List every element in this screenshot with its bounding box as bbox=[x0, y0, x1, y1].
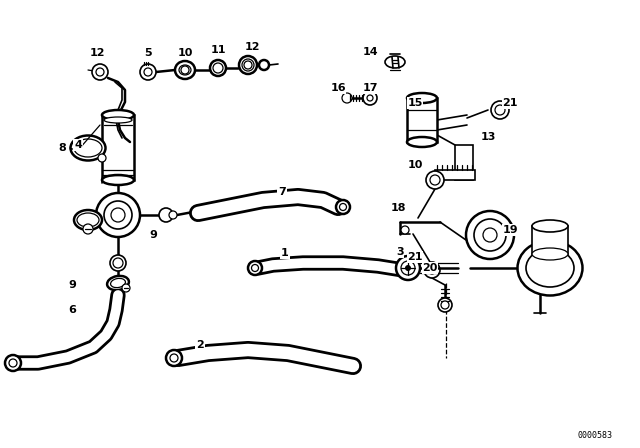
Text: 3: 3 bbox=[396, 247, 404, 257]
Ellipse shape bbox=[74, 139, 102, 157]
Text: 7: 7 bbox=[278, 187, 286, 197]
Text: 17: 17 bbox=[362, 83, 378, 93]
Ellipse shape bbox=[259, 60, 269, 70]
Ellipse shape bbox=[248, 261, 262, 275]
Circle shape bbox=[495, 105, 505, 115]
Text: 21: 21 bbox=[407, 252, 423, 262]
Ellipse shape bbox=[339, 203, 346, 211]
Text: 9: 9 bbox=[149, 230, 157, 240]
Circle shape bbox=[426, 171, 444, 189]
Ellipse shape bbox=[518, 241, 582, 296]
Circle shape bbox=[405, 265, 411, 271]
Ellipse shape bbox=[104, 117, 132, 123]
Ellipse shape bbox=[5, 355, 21, 371]
Text: 4: 4 bbox=[74, 140, 82, 150]
Circle shape bbox=[113, 258, 123, 268]
Ellipse shape bbox=[239, 56, 257, 74]
Text: 10: 10 bbox=[407, 160, 422, 170]
Ellipse shape bbox=[336, 200, 350, 214]
Text: 9: 9 bbox=[68, 280, 76, 290]
Circle shape bbox=[401, 226, 409, 234]
Ellipse shape bbox=[407, 93, 437, 103]
Circle shape bbox=[430, 175, 440, 185]
Ellipse shape bbox=[385, 56, 405, 68]
Ellipse shape bbox=[107, 276, 129, 290]
Circle shape bbox=[122, 284, 130, 292]
Text: 11: 11 bbox=[211, 45, 226, 55]
Text: 0000583: 0000583 bbox=[578, 431, 613, 439]
Circle shape bbox=[96, 68, 104, 76]
Bar bbox=[532, 226, 568, 254]
Ellipse shape bbox=[179, 65, 191, 75]
Text: 10: 10 bbox=[177, 48, 193, 58]
Bar bbox=[435, 170, 475, 180]
Ellipse shape bbox=[9, 359, 17, 367]
Text: 13: 13 bbox=[480, 132, 496, 142]
Ellipse shape bbox=[102, 110, 134, 120]
Circle shape bbox=[111, 208, 125, 222]
Circle shape bbox=[483, 228, 497, 242]
Circle shape bbox=[169, 211, 177, 219]
Circle shape bbox=[140, 64, 156, 80]
Circle shape bbox=[92, 64, 108, 80]
Circle shape bbox=[98, 154, 106, 162]
Circle shape bbox=[144, 68, 152, 76]
Circle shape bbox=[244, 61, 252, 69]
Ellipse shape bbox=[70, 135, 106, 160]
Circle shape bbox=[466, 211, 514, 259]
Ellipse shape bbox=[252, 264, 259, 271]
Text: 20: 20 bbox=[422, 263, 438, 273]
Text: 1: 1 bbox=[281, 248, 289, 258]
Circle shape bbox=[424, 262, 440, 278]
Text: 15: 15 bbox=[407, 98, 422, 108]
Text: 16: 16 bbox=[330, 83, 346, 93]
Text: 12: 12 bbox=[244, 42, 260, 52]
Circle shape bbox=[96, 193, 140, 237]
Bar bbox=[102, 115, 134, 180]
Text: 21: 21 bbox=[502, 98, 518, 108]
Circle shape bbox=[363, 91, 377, 105]
Ellipse shape bbox=[532, 248, 568, 260]
Text: 5: 5 bbox=[144, 48, 152, 58]
Circle shape bbox=[491, 101, 509, 119]
Ellipse shape bbox=[175, 61, 195, 79]
Text: 14: 14 bbox=[362, 47, 378, 57]
Ellipse shape bbox=[526, 249, 574, 287]
Ellipse shape bbox=[111, 278, 125, 288]
Circle shape bbox=[159, 208, 173, 222]
Circle shape bbox=[342, 93, 352, 103]
Circle shape bbox=[396, 256, 420, 280]
Text: 6: 6 bbox=[68, 305, 76, 315]
Circle shape bbox=[83, 224, 93, 234]
Ellipse shape bbox=[210, 60, 226, 76]
Ellipse shape bbox=[166, 350, 182, 366]
Text: 12: 12 bbox=[89, 48, 105, 58]
Circle shape bbox=[474, 219, 506, 251]
Ellipse shape bbox=[74, 210, 102, 230]
Circle shape bbox=[438, 298, 452, 312]
Text: 2: 2 bbox=[196, 340, 204, 350]
Circle shape bbox=[428, 266, 436, 274]
Circle shape bbox=[441, 301, 449, 309]
Circle shape bbox=[181, 66, 189, 74]
Circle shape bbox=[110, 255, 126, 271]
Ellipse shape bbox=[407, 137, 437, 147]
Ellipse shape bbox=[170, 354, 178, 362]
Bar bbox=[455, 145, 473, 180]
Text: 18: 18 bbox=[390, 203, 406, 213]
Ellipse shape bbox=[102, 175, 134, 185]
Bar bbox=[407, 98, 437, 142]
Circle shape bbox=[104, 201, 132, 229]
Circle shape bbox=[401, 261, 415, 275]
Text: 8: 8 bbox=[58, 143, 66, 153]
Ellipse shape bbox=[242, 59, 254, 71]
Ellipse shape bbox=[77, 213, 99, 227]
Circle shape bbox=[367, 95, 373, 101]
Ellipse shape bbox=[532, 220, 568, 232]
Text: 19: 19 bbox=[502, 225, 518, 235]
Ellipse shape bbox=[213, 63, 223, 73]
